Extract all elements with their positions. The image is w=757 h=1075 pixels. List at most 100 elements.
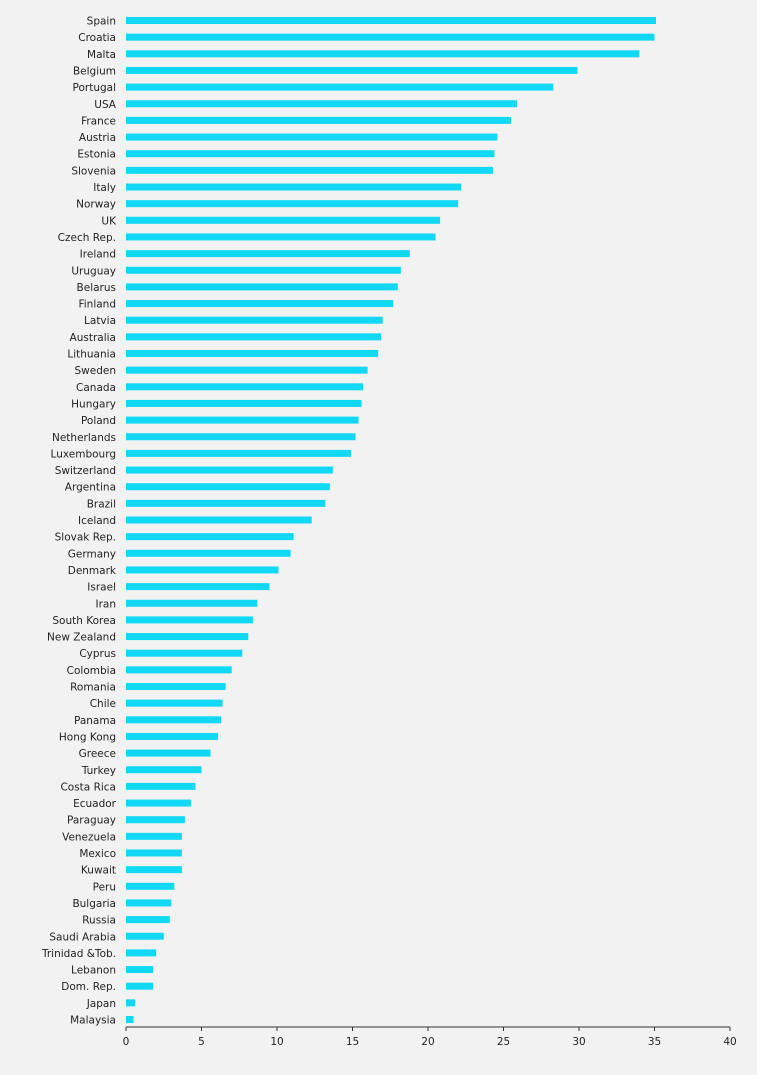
category-label: UK [101, 215, 117, 227]
x-tick-label: 40 [723, 1036, 736, 1048]
category-label: Venezuela [62, 831, 116, 843]
bar [126, 216, 441, 224]
bar [126, 333, 382, 341]
category-label: Russia [82, 915, 116, 927]
bar [126, 949, 157, 957]
bar [126, 366, 368, 374]
bar [126, 316, 383, 324]
bar [126, 383, 364, 391]
bar [126, 300, 394, 308]
category-label: Switzerland [55, 465, 116, 477]
category-label: Czech Rep. [58, 232, 116, 244]
bar [126, 399, 362, 407]
x-axis-ticks: 0 5 10 15 20 25 30 35 40 [123, 1027, 737, 1048]
bar [126, 566, 279, 574]
category-label: Panama [74, 715, 116, 727]
category-label: USA [94, 99, 117, 111]
bar [126, 599, 258, 607]
bar [126, 683, 226, 690]
category-label: Iceland [78, 515, 116, 527]
bar [126, 100, 518, 108]
bar [126, 716, 222, 724]
category-label: Luxembourg [51, 448, 116, 460]
category-label: Sweden [75, 365, 117, 377]
bar [126, 999, 136, 1007]
category-label: Lithuania [67, 349, 116, 361]
category-label: Germany [68, 548, 116, 560]
category-label: Saudi Arabia [49, 931, 116, 943]
category-label: Israel [87, 582, 116, 594]
x-tick-label: 10 [270, 1036, 283, 1048]
bar [126, 882, 175, 890]
bar [126, 350, 379, 357]
category-label: Argentina [65, 482, 116, 494]
category-label: Canada [76, 382, 116, 394]
category-label: Latvia [84, 315, 116, 327]
bar [126, 849, 182, 857]
category-label: New Zealand [47, 632, 116, 644]
category-label: Croatia [78, 32, 116, 44]
category-label: Belarus [77, 282, 116, 294]
category-label: Ireland [80, 249, 116, 261]
bar [126, 583, 270, 591]
category-label: Peru [93, 881, 116, 893]
category-label: Portugal [73, 82, 117, 94]
bar [126, 83, 554, 91]
bar [126, 133, 498, 141]
category-label: Italy [93, 182, 116, 194]
category-label: Estonia [77, 149, 116, 161]
bar [126, 233, 436, 241]
category-label: Cyprus [79, 648, 116, 660]
bar [126, 433, 356, 441]
category-label: France [81, 115, 116, 127]
category-label: Malta [87, 49, 116, 61]
bar [126, 782, 196, 790]
category-label: Bulgaria [72, 898, 116, 910]
bar [126, 516, 312, 524]
bar [126, 150, 495, 158]
category-label: Turkey [81, 765, 116, 777]
category-label: Japan [86, 998, 116, 1010]
category-label: Denmark [68, 565, 117, 577]
bar [126, 916, 170, 924]
x-tick-label: 0 [123, 1036, 130, 1048]
category-label: Norway [76, 199, 116, 211]
category-labels: Spain Croatia Malta Belgium Portugal USA Franc… [41, 16, 117, 1027]
bars-group [126, 17, 657, 1023]
category-label: Trinidad &Tob. [41, 948, 116, 960]
category-label: Hong Kong [59, 731, 116, 743]
bar [126, 250, 410, 258]
x-tick-label: 30 [572, 1036, 585, 1048]
bar [126, 699, 223, 707]
category-label: Greece [79, 748, 116, 760]
category-label: Australia [70, 332, 116, 344]
bar [126, 982, 154, 990]
bar [126, 33, 655, 41]
category-label: Netherlands [52, 432, 116, 444]
bar [126, 816, 185, 824]
category-label: Spain [87, 16, 116, 28]
category-label: Brazil [87, 498, 116, 510]
x-tick-label: 15 [346, 1036, 359, 1048]
bar [126, 533, 294, 541]
category-label: Hungary [71, 398, 116, 410]
bar [126, 666, 232, 674]
category-label: Slovak Rep. [55, 532, 116, 544]
bar [126, 499, 326, 507]
x-tick-label: 20 [421, 1036, 434, 1048]
category-label: Finland [78, 299, 116, 311]
bar [126, 50, 640, 58]
bar [126, 832, 182, 840]
category-label: Austria [79, 132, 116, 144]
bar [126, 466, 333, 474]
bar [126, 966, 154, 974]
bar [126, 932, 164, 940]
bar [126, 283, 398, 291]
category-label: Iran [95, 598, 116, 610]
bar [126, 116, 512, 124]
category-label: Colombia [67, 665, 116, 677]
bar [126, 866, 182, 874]
bar [126, 732, 219, 740]
category-label: Paraguay [67, 815, 116, 827]
